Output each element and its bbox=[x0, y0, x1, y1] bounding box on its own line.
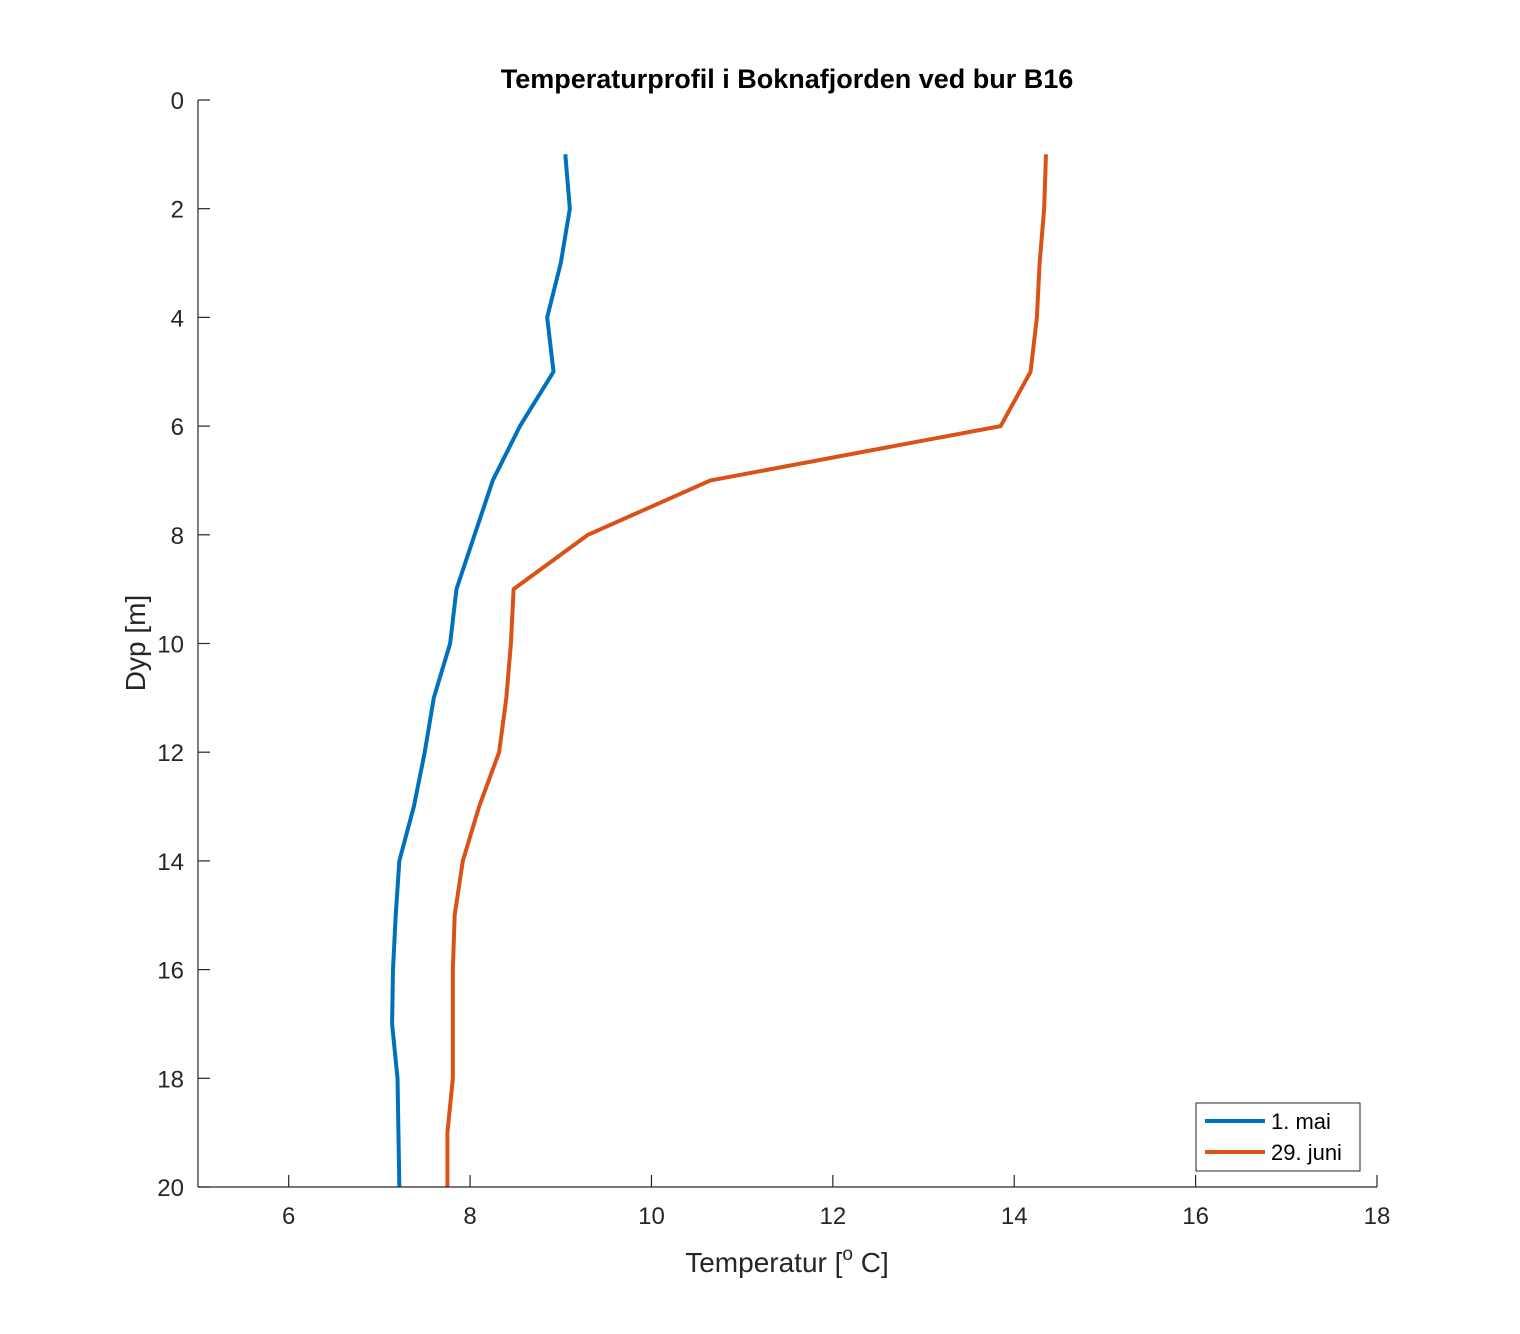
series-line-29-juni bbox=[445, 154, 1048, 1187]
y-tick-label: 16 bbox=[157, 958, 184, 985]
y-tick-label: 6 bbox=[171, 414, 184, 441]
y-tick-label: 2 bbox=[171, 197, 184, 224]
x-tick-label: 10 bbox=[638, 1203, 665, 1230]
y-tick-label: 20 bbox=[157, 1175, 184, 1202]
x-axis-label: Temperatur [o C] bbox=[685, 1244, 889, 1278]
y-tick-label: 14 bbox=[157, 849, 184, 876]
x-tick-label: 8 bbox=[463, 1203, 476, 1230]
legend: 1. mai 29. juni bbox=[1195, 1102, 1361, 1172]
y-tick-label: 0 bbox=[171, 88, 184, 115]
y-axis-label: Dyp [m] bbox=[120, 595, 151, 691]
x-tick-label: 6 bbox=[282, 1203, 295, 1230]
series-line-1-mai bbox=[390, 154, 572, 1188]
axes bbox=[197, 100, 1377, 1188]
x-tick-label: 18 bbox=[1364, 1203, 1391, 1230]
y-tick-label: 18 bbox=[157, 1066, 184, 1093]
x-axis-label-superscript: o bbox=[842, 1244, 853, 1265]
y-tick-label: 4 bbox=[171, 305, 184, 332]
chart-title: Temperaturprofil i Boknafjorden ved bur … bbox=[501, 64, 1074, 94]
ticks: 6 8 10 12 14 16 18 0 2 4 6 8 10 12 14 16 18 20 bbox=[157, 88, 1390, 1230]
x-tick-label: 12 bbox=[819, 1203, 846, 1230]
x-tick-label: 16 bbox=[1182, 1203, 1209, 1230]
x-tick-label: 14 bbox=[1001, 1203, 1028, 1230]
y-tick-label: 10 bbox=[157, 632, 184, 659]
legend-label-1-mai: 1. mai bbox=[1271, 1109, 1331, 1134]
series-layer bbox=[390, 154, 1048, 1188]
legend-box bbox=[1195, 1102, 1361, 1172]
legend-label-29-juni: 29. juni bbox=[1271, 1140, 1342, 1165]
y-tick-label: 8 bbox=[171, 523, 184, 550]
y-tick-label: 12 bbox=[157, 740, 184, 767]
